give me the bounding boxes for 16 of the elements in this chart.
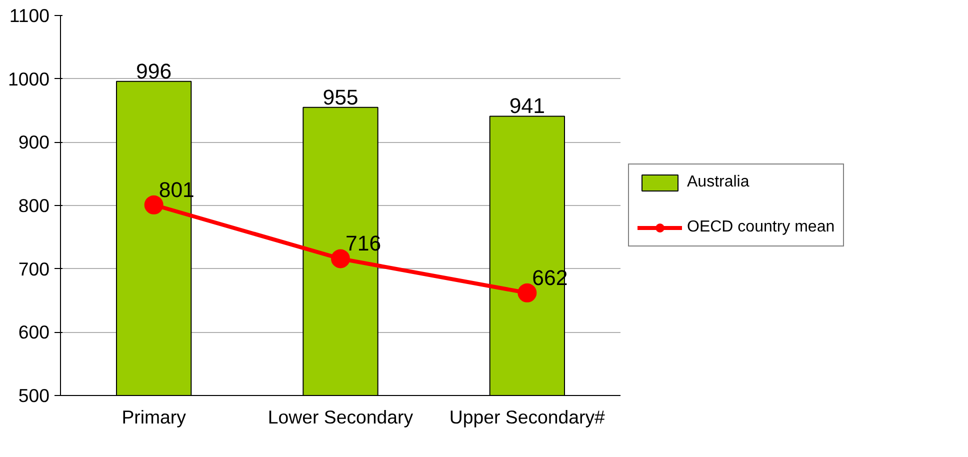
x-tick-label: Lower Secondary (268, 406, 414, 428)
y-tick-label: 1100 (9, 5, 50, 26)
legend-label: Australia (687, 174, 750, 192)
data-label: 941 (509, 94, 545, 118)
legend-label: OECD country mean (687, 218, 835, 236)
x-tick-label: Primary (122, 406, 187, 428)
y-tick-label: 1000 (8, 68, 50, 90)
y-tick-label: 900 (18, 132, 50, 153)
y-tick-label: 800 (18, 195, 50, 216)
x-tick-label: Upper Secondary# (449, 406, 606, 428)
y-tick-label: 700 (18, 258, 50, 280)
y-tick-label: 600 (18, 322, 50, 343)
y-tick-label: 500 (18, 385, 50, 406)
data-label: 996 (136, 59, 172, 84)
point (331, 249, 350, 268)
data-label: 955 (322, 85, 358, 110)
